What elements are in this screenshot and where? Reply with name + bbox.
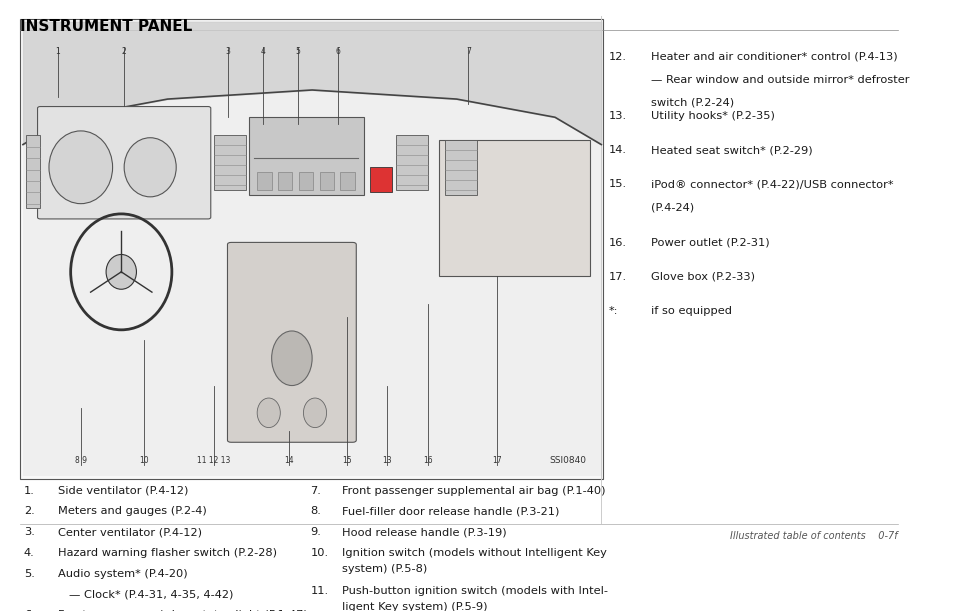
- Text: 16: 16: [423, 456, 433, 465]
- Text: — Rear window and outside mirror* defroster: — Rear window and outside mirror* defros…: [651, 75, 909, 85]
- Text: *:: *:: [609, 306, 618, 316]
- Text: Audio system* (P.4-20): Audio system* (P.4-20): [58, 568, 187, 579]
- Text: 17: 17: [492, 456, 502, 465]
- Text: Utility hooks* (P.2-35): Utility hooks* (P.2-35): [651, 111, 775, 121]
- FancyBboxPatch shape: [370, 167, 392, 192]
- Text: 5.: 5.: [24, 568, 35, 579]
- Text: 16.: 16.: [609, 238, 627, 247]
- FancyBboxPatch shape: [228, 243, 356, 442]
- FancyBboxPatch shape: [320, 172, 334, 190]
- Text: INSTRUMENT PANEL: INSTRUMENT PANEL: [20, 19, 192, 34]
- Text: 4.: 4.: [24, 548, 35, 558]
- Text: Meters and gauges (P.2-4): Meters and gauges (P.2-4): [58, 507, 206, 516]
- Text: Heated seat switch* (P.2-29): Heated seat switch* (P.2-29): [651, 145, 812, 155]
- Text: Hood release handle (P.3-19): Hood release handle (P.3-19): [343, 527, 507, 537]
- Text: 13.: 13.: [609, 111, 627, 121]
- Text: iPod® connector* (P.4-22)/USB connector*: iPod® connector* (P.4-22)/USB connector*: [651, 179, 894, 189]
- FancyBboxPatch shape: [278, 172, 293, 190]
- Text: Heater and air conditioner* control (P.4-13): Heater and air conditioner* control (P.4…: [651, 52, 898, 62]
- Text: Ignition switch (models without Intelligent Key: Ignition switch (models without Intellig…: [343, 548, 608, 558]
- Text: 15.: 15.: [609, 179, 627, 189]
- Text: 7: 7: [466, 47, 470, 56]
- Ellipse shape: [107, 254, 136, 289]
- Text: 10.: 10.: [310, 548, 328, 558]
- Text: (P.4-24): (P.4-24): [651, 202, 694, 212]
- Text: Front passenger supplemental air bag (P.1-40): Front passenger supplemental air bag (P.…: [343, 486, 606, 496]
- Text: Glove box (P.2-33): Glove box (P.2-33): [651, 272, 755, 282]
- Text: 14.: 14.: [609, 145, 627, 155]
- Text: 17.: 17.: [609, 272, 627, 282]
- Text: Push-button ignition switch (models with Intel-: Push-button ignition switch (models with…: [343, 586, 609, 596]
- FancyBboxPatch shape: [445, 140, 477, 194]
- FancyBboxPatch shape: [299, 172, 313, 190]
- FancyBboxPatch shape: [396, 136, 428, 190]
- Text: SSI0840: SSI0840: [550, 456, 587, 465]
- Ellipse shape: [124, 137, 177, 197]
- Text: Center ventilator (P.4-12): Center ventilator (P.4-12): [58, 527, 202, 537]
- FancyBboxPatch shape: [341, 172, 355, 190]
- Text: Front passenger air bag status light (P.1-47): Front passenger air bag status light (P.…: [58, 610, 307, 611]
- Text: Illustrated table of contents    0-7f: Illustrated table of contents 0-7f: [731, 531, 898, 541]
- Text: 3.: 3.: [24, 527, 35, 537]
- Text: 7.: 7.: [310, 486, 322, 496]
- Text: 2.: 2.: [24, 507, 35, 516]
- Text: 14: 14: [284, 456, 294, 465]
- Text: 3: 3: [226, 47, 230, 56]
- Text: — Clock* (P.4-31, 4-35, 4-42): — Clock* (P.4-31, 4-35, 4-42): [69, 589, 233, 599]
- Ellipse shape: [303, 398, 326, 428]
- FancyBboxPatch shape: [37, 106, 211, 219]
- Text: 5: 5: [296, 47, 300, 56]
- Ellipse shape: [49, 131, 112, 203]
- Text: 11 12 13: 11 12 13: [197, 456, 230, 465]
- Ellipse shape: [257, 398, 280, 428]
- FancyBboxPatch shape: [214, 136, 246, 190]
- FancyBboxPatch shape: [26, 136, 40, 208]
- FancyBboxPatch shape: [23, 22, 601, 477]
- Text: Power outlet (P.2-31): Power outlet (P.2-31): [651, 238, 770, 247]
- Text: 4: 4: [260, 47, 265, 56]
- Text: 6: 6: [336, 47, 341, 56]
- Text: 13: 13: [382, 456, 392, 465]
- Text: 12.: 12.: [609, 52, 627, 62]
- Text: 1: 1: [56, 47, 60, 56]
- Text: 15: 15: [342, 456, 351, 465]
- FancyBboxPatch shape: [249, 117, 364, 194]
- Text: Side ventilator (P.4-12): Side ventilator (P.4-12): [58, 486, 188, 496]
- Text: 11.: 11.: [310, 586, 328, 596]
- Text: 1.: 1.: [24, 486, 35, 496]
- FancyBboxPatch shape: [20, 19, 603, 479]
- Text: ligent Key system) (P.5-9): ligent Key system) (P.5-9): [343, 602, 488, 611]
- Text: switch (P.2-24): switch (P.2-24): [651, 98, 734, 108]
- Text: Fuel-filler door release handle (P.3-21): Fuel-filler door release handle (P.3-21): [343, 507, 560, 516]
- Text: 2: 2: [122, 47, 127, 56]
- Text: if so equipped: if so equipped: [651, 306, 732, 316]
- Ellipse shape: [272, 331, 312, 386]
- Text: 9.: 9.: [310, 527, 322, 537]
- Text: Hazard warning flasher switch (P.2-28): Hazard warning flasher switch (P.2-28): [58, 548, 276, 558]
- Text: 6.: 6.: [24, 610, 35, 611]
- Text: system) (P.5-8): system) (P.5-8): [343, 564, 427, 574]
- Text: 8.: 8.: [310, 507, 322, 516]
- FancyBboxPatch shape: [257, 172, 272, 190]
- FancyBboxPatch shape: [440, 140, 589, 276]
- Text: 8 9: 8 9: [75, 456, 86, 465]
- Text: 10: 10: [139, 456, 149, 465]
